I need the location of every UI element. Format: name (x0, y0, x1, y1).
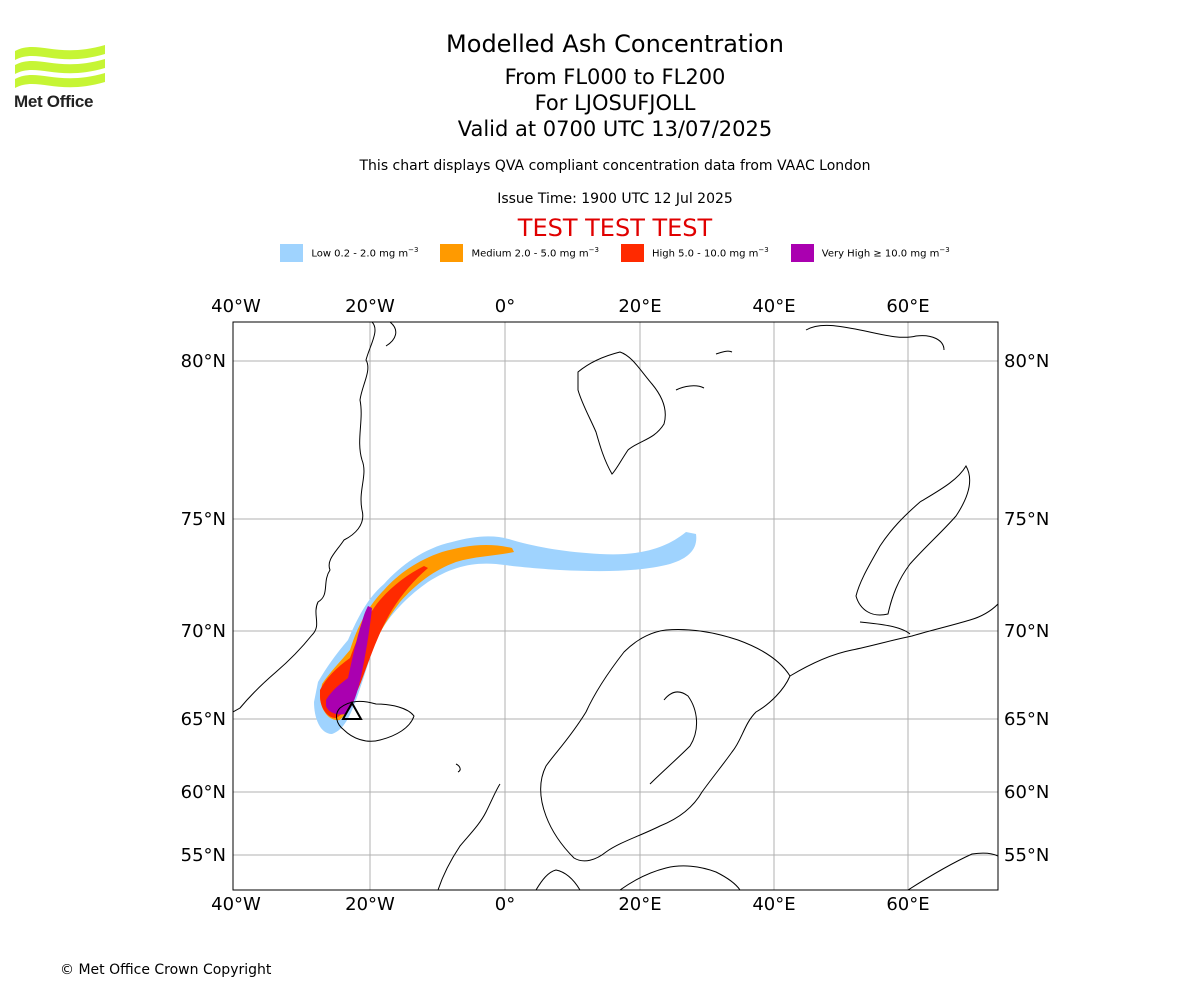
legend-swatch-medium (440, 244, 464, 262)
lat-label-right: 60°N (1004, 782, 1049, 803)
legend-item-very-high: Very High ≥ 10.0 mg m−3 (790, 244, 950, 262)
flight-levels: From FL000 to FL200 (504, 65, 726, 89)
lon-labels-top: 40°W 20°W 0° 20°E 40°E 60°E (211, 296, 929, 317)
iceland-coast (336, 700, 415, 742)
valid-time: Valid at 0700 UTC 13/07/2025 (457, 117, 773, 141)
lat-labels-left: 80°N 75°N 70°N 65°N 60°N 55°N (181, 351, 226, 866)
lon-label-top: 40°E (752, 296, 795, 317)
copyright: © Met Office Crown Copyright (60, 962, 272, 978)
issue-time: Issue Time: 1900 UTC 12 Jul 2025 (497, 191, 733, 207)
lon-label-bottom: 40°E (752, 894, 795, 915)
legend-item-medium: Medium 2.0 - 5.0 mg m−3 (440, 244, 599, 262)
legend-label-high: High 5.0 - 10.0 mg m (651, 248, 759, 260)
legend-sup-low: −3 (408, 246, 419, 255)
lon-label-top: 60°E (886, 296, 929, 317)
lon-label-top: 20°E (618, 296, 661, 317)
map-area (233, 322, 998, 890)
lat-label-left: 70°N (181, 621, 226, 642)
qva-note: This chart displays QVA compliant concen… (359, 158, 871, 174)
met-office-wordmark: Met Office (14, 92, 94, 111)
lat-label-left: 75°N (181, 509, 226, 530)
chart-title: Modelled Ash Concentration (446, 30, 784, 58)
lat-labels-right: 80°N 75°N 70°N 65°N 60°N 55°N (1004, 351, 1049, 866)
lon-label-bottom: 0° (495, 894, 515, 915)
graticule (233, 322, 998, 890)
lat-label-left: 60°N (181, 782, 226, 803)
lat-label-left: 80°N (181, 351, 226, 372)
legend-sup-very-high: −3 (939, 246, 950, 255)
ash-very-high (326, 606, 372, 715)
legend-item-high: High 5.0 - 10.0 mg m−3 (620, 244, 769, 262)
legend-item-low: Low 0.2 - 2.0 mg m−3 (280, 244, 418, 262)
legend-sup-high: −3 (758, 246, 769, 255)
legend-label-very-high: Very High ≥ 10.0 mg m (821, 248, 940, 260)
lon-label-bottom: 20°W (345, 894, 395, 915)
lat-label-left: 65°N (181, 709, 226, 730)
lon-label-bottom: 20°E (618, 894, 661, 915)
lon-label-top: 20°W (345, 296, 395, 317)
legend-label-low: Low 0.2 - 2.0 mg m (311, 248, 409, 260)
volcano-marker-icon (341, 700, 363, 720)
lon-label-top: 0° (495, 296, 515, 317)
volcano-name: For LJOSUFJOLL (534, 91, 696, 115)
lon-label-top: 40°W (211, 296, 261, 317)
lat-label-right: 70°N (1004, 621, 1049, 642)
map-frame (232, 321, 999, 891)
lon-labels-bottom: 40°W 20°W 0° 20°E 40°E 60°E (211, 894, 929, 915)
lat-label-right: 65°N (1004, 709, 1049, 730)
lat-label-left: 55°N (181, 845, 226, 866)
legend-sup-medium: −3 (588, 246, 599, 255)
legend-label-medium: Medium 2.0 - 5.0 mg m (471, 248, 589, 260)
coastlines (233, 322, 998, 890)
test-banner: TEST TEST TEST (517, 214, 713, 242)
lat-label-right: 75°N (1004, 509, 1049, 530)
lat-label-right: 55°N (1004, 845, 1049, 866)
legend-swatch-high (620, 244, 644, 262)
met-office-logo (15, 45, 105, 88)
lon-label-bottom: 40°W (211, 894, 261, 915)
legend: Low 0.2 - 2.0 mg m−3 Medium 2.0 - 5.0 mg… (0, 244, 1200, 262)
legend-swatch-low (280, 244, 304, 262)
lat-label-right: 80°N (1004, 351, 1049, 372)
lon-label-bottom: 60°E (886, 894, 929, 915)
legend-swatch-very-high (790, 244, 814, 262)
